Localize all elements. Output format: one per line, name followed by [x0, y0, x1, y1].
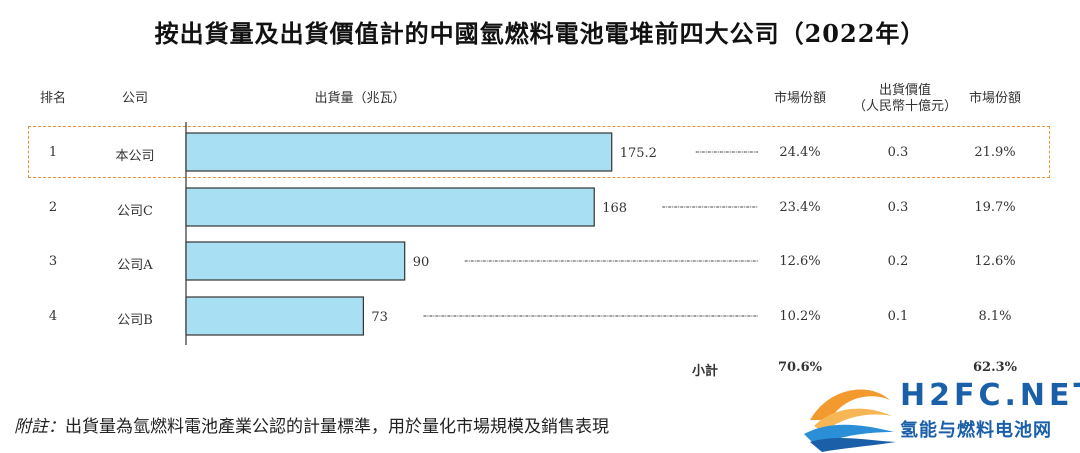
share-volume-cell: 10.2% — [779, 309, 821, 324]
bar — [185, 241, 406, 281]
header-company: 公司 — [121, 91, 148, 106]
logo-sub-text: 氢能与燃料电池网 — [900, 420, 1052, 441]
h2fc-logo: H2FC.NET 氢能与燃料电池网 — [800, 376, 1080, 453]
share-value-cell: 21.9% — [974, 145, 1016, 160]
company-cell: 本公司 — [115, 149, 155, 164]
bar-value-label: 90 — [413, 255, 430, 270]
bar-value-label: 73 — [371, 310, 388, 325]
value-cell: 0.2 — [887, 254, 909, 269]
share-volume-cell: 23.4% — [779, 200, 821, 215]
value-cell: 0.1 — [887, 309, 909, 324]
header-shipment-value-line1: 出貨價值 — [878, 83, 931, 98]
top-company-highlight — [28, 126, 1050, 178]
rank-cell: 2 — [48, 200, 58, 215]
subtotal-share-value: 62.3% — [972, 360, 1017, 375]
wave-logo-icon — [804, 389, 896, 452]
header-rank: 排名 — [39, 91, 66, 106]
bar-value-label: 175.2 — [620, 146, 657, 161]
subtotal-share-volume: 70.6% — [777, 360, 822, 375]
header-shipment: 出貨量（兆瓦） — [314, 91, 406, 106]
rank-cell: 4 — [48, 309, 58, 324]
logo-main-text: H2FC.NET — [900, 378, 1080, 413]
bar — [185, 187, 595, 227]
bar-value-label: 168 — [602, 201, 627, 216]
company-cell: 公司C — [117, 204, 153, 219]
header-market-share-volume: 市場份額 — [773, 91, 826, 106]
header-shipment-value-line2: （人民幣十億元） — [852, 99, 957, 114]
header-shipment-value: 出貨價值 （人民幣十億元） — [840, 83, 970, 115]
footnote: 附註：出貨量為氫燃料電池產業公認的計量標準，用於量化市場規模及銷售表現 — [14, 412, 609, 437]
bar — [185, 296, 364, 336]
footnote-text: 出貨量為氫燃料電池產業公認的計量標準，用於量化市場規模及銷售表現 — [65, 417, 609, 437]
share-value-cell: 19.7% — [974, 200, 1016, 215]
page-title: 按出貨量及出貨價值計的中國氫燃料電池電堆前四大公司（2022年） — [154, 19, 926, 48]
share-volume-cell: 24.4% — [779, 145, 821, 160]
subtotal-label: 小計 — [691, 364, 718, 379]
share-value-cell: 12.6% — [974, 254, 1016, 269]
rank-cell: 1 — [48, 145, 58, 160]
share-volume-cell: 12.6% — [779, 254, 821, 269]
footnote-label: 附註： — [14, 417, 65, 437]
bar — [185, 132, 613, 172]
value-cell: 0.3 — [887, 200, 909, 215]
value-cell: 0.3 — [887, 145, 909, 160]
company-cell: 公司B — [117, 313, 153, 328]
share-value-cell: 8.1% — [978, 309, 1012, 324]
header-market-share-value: 市場份額 — [968, 91, 1021, 106]
rank-cell: 3 — [48, 254, 58, 269]
company-cell: 公司A — [117, 258, 153, 273]
